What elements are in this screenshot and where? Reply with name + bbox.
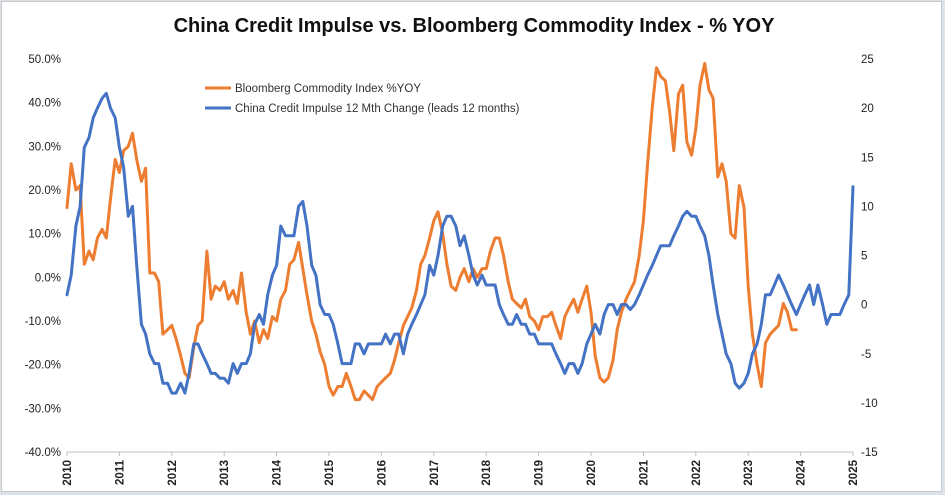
x-axis-tick-label: 2016 bbox=[376, 460, 388, 486]
left-axis-tick-label: 10.0% bbox=[28, 229, 61, 241]
right-axis-tick-label: 25 bbox=[861, 54, 874, 66]
right-axis-tick-label: 0 bbox=[861, 300, 867, 312]
right-axis-tick-label: -10 bbox=[861, 398, 878, 410]
credit-impulse-line bbox=[65, 91, 855, 395]
left-axis-ticks: 50.0% 40.0% 30.0% 20.0% 10.0% 0.0% -10.0% -20.0… bbox=[25, 54, 61, 459]
left-axis-tick-label: 50.0% bbox=[28, 54, 61, 66]
left-axis-tick-label: -20.0% bbox=[25, 360, 61, 372]
right-axis-tick-label: -15 bbox=[861, 447, 878, 459]
x-axis-tick-label: 2025 bbox=[848, 459, 860, 485]
right-axis-tick-label: 15 bbox=[861, 152, 874, 164]
x-axis-tick-label: 2021 bbox=[638, 459, 650, 485]
x-axis-tick-label: 2024 bbox=[796, 459, 808, 485]
legend-label-commodity: Bloomberg Commodity Index %YOY bbox=[235, 83, 421, 95]
left-axis-tick-label: -30.0% bbox=[25, 403, 61, 415]
x-axis-tick-label: 2015 bbox=[324, 459, 336, 485]
x-axis-tick-label: 2012 bbox=[167, 460, 179, 486]
x-axis-tick-label: 2018 bbox=[481, 459, 493, 485]
legend: Bloomberg Commodity Index %YOY China Cre… bbox=[205, 83, 520, 115]
x-axis-tick-label: 2019 bbox=[534, 460, 546, 486]
left-axis-tick-label: 0.0% bbox=[35, 272, 61, 284]
x-axis-tick-label: 2017 bbox=[429, 460, 441, 486]
left-axis-tick-label: -40.0% bbox=[25, 447, 61, 459]
left-axis-tick-label: 40.0% bbox=[28, 98, 61, 110]
x-axis-tick-label: 2020 bbox=[586, 460, 598, 486]
left-axis-tick-label: 30.0% bbox=[28, 141, 61, 153]
left-axis-tick-label: -10.0% bbox=[25, 316, 61, 328]
x-axis-tick-label: 2022 bbox=[691, 460, 703, 486]
legend-label-credit-impulse: China Credit Impulse 12 Mth Change (lead… bbox=[235, 103, 520, 115]
x-axis-tick-label: 2013 bbox=[219, 460, 231, 486]
left-axis-tick-label: 20.0% bbox=[28, 185, 61, 197]
x-axis-tick-label: 2014 bbox=[272, 459, 284, 485]
plot-area bbox=[67, 59, 853, 452]
right-axis-tick-label: 20 bbox=[861, 103, 874, 115]
x-axis-ticks: 2010 2011 2012 2013 2014 2015 2016 2017 2018 2019… bbox=[62, 452, 860, 486]
x-axis-tick-label: 2010 bbox=[62, 460, 74, 486]
series-lines bbox=[65, 61, 855, 402]
right-axis-tick-label: 10 bbox=[861, 201, 874, 213]
x-axis-tick-label: 2011 bbox=[114, 459, 126, 485]
right-axis-tick-label: -5 bbox=[861, 349, 871, 361]
right-axis-ticks: 25 20 15 10 5 0 -5 -10 -15 bbox=[861, 54, 878, 459]
right-axis-tick-label: 5 bbox=[861, 251, 867, 263]
x-axis-tick-label: 2023 bbox=[743, 460, 755, 486]
chart-title: China Credit Impulse vs. Bloomberg Commo… bbox=[174, 15, 776, 37]
